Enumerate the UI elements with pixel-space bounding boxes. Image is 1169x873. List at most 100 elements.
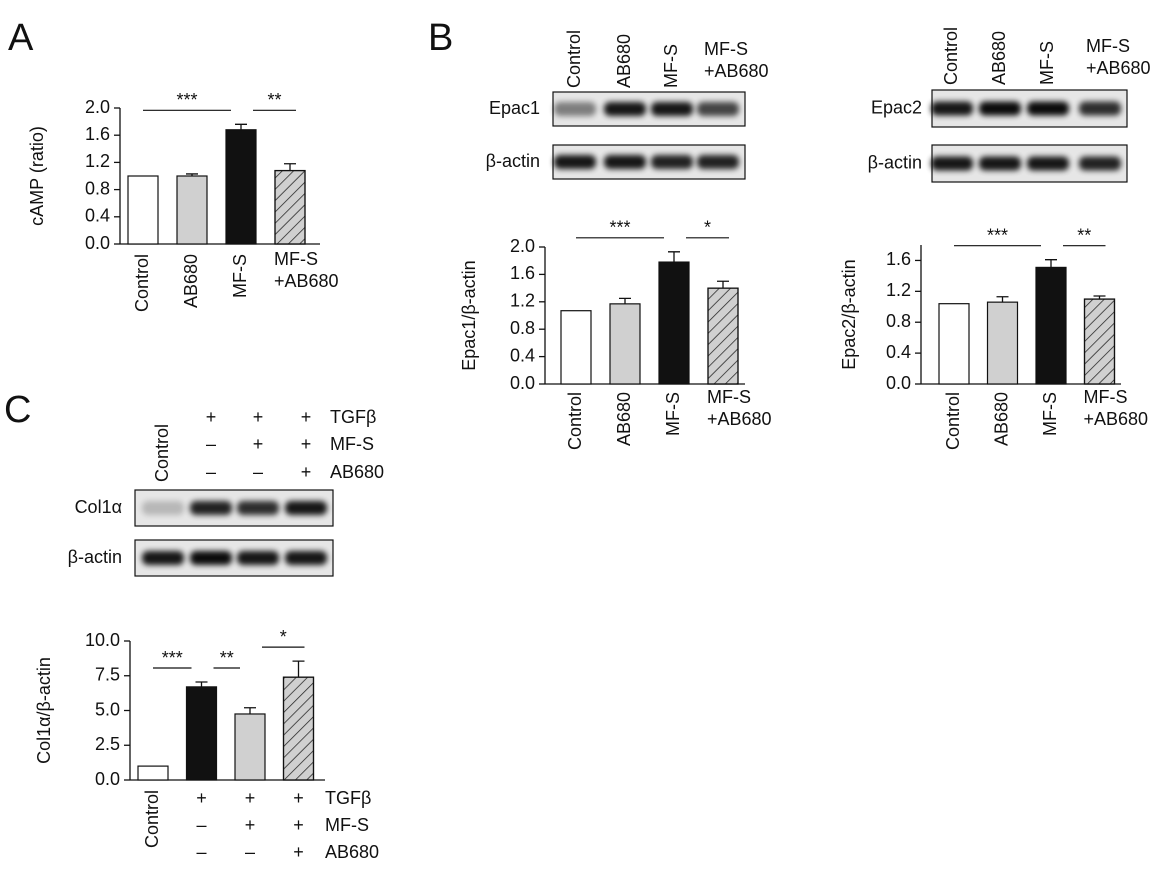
x-tick-label: Control	[142, 790, 162, 848]
blot-band	[931, 101, 973, 116]
y-tick-label: 1.2	[510, 291, 535, 311]
bar	[127, 175, 159, 245]
blot-band	[554, 155, 596, 169]
blot-band	[979, 156, 1021, 171]
lane-label: MF-S	[1037, 41, 1057, 85]
lane-label: AB680	[614, 34, 634, 88]
condition-sign: +	[253, 407, 264, 427]
x-tick-label: Control	[943, 392, 963, 450]
blot-band	[979, 101, 1021, 116]
x-tick-label-box: MF-S +AB680	[274, 249, 339, 291]
x-tick-label-box: MF-S +AB680	[1084, 387, 1149, 429]
condition-sign: +	[245, 815, 256, 835]
error-bar	[1093, 295, 1106, 300]
bar	[176, 175, 208, 245]
condition-sign: +	[196, 788, 207, 808]
condition-sign: +	[293, 788, 304, 808]
bar	[609, 303, 641, 385]
y-tick-label: 0.0	[510, 373, 535, 393]
blot-band	[1079, 101, 1121, 116]
significance-label: ***	[176, 90, 197, 110]
lane-label: MF-S +AB680	[1086, 36, 1151, 78]
y-tick-label: 0.0	[85, 233, 110, 253]
x-tick-label: MF-S +AB680	[274, 249, 339, 291]
y-axis-label: cAMP (ratio)	[27, 126, 47, 226]
error-bar	[186, 173, 198, 176]
condition-label: MF-S	[325, 815, 369, 835]
y-tick-label: 0.0	[886, 373, 911, 393]
lane-label: Control	[152, 424, 172, 482]
blot-band	[1027, 156, 1069, 171]
x-tick-label: Control	[132, 254, 152, 312]
panel-letter: A	[8, 17, 34, 59]
error-bar	[195, 681, 208, 687]
significance-label: *	[280, 627, 287, 647]
condition-sign: –	[206, 462, 216, 482]
y-tick-label: 1.2	[886, 280, 911, 300]
condition-sign: –	[245, 842, 255, 862]
condition-label: AB680	[330, 462, 384, 482]
bar-hatch	[282, 676, 315, 781]
lane-label: MF-S	[661, 44, 681, 88]
lane-label-box: MF-S +AB680	[1086, 36, 1151, 78]
y-tick-label: 2.0	[85, 97, 110, 117]
significance-label: **	[220, 648, 234, 668]
condition-sign: +	[253, 434, 264, 454]
blot-band	[237, 551, 279, 565]
condition-sign: –	[206, 434, 216, 454]
condition-sign: +	[301, 462, 312, 482]
y-tick-label: 10.0	[85, 630, 120, 650]
bar	[560, 310, 592, 385]
condition-sign: +	[245, 788, 256, 808]
x-tick-label: MF-S	[1040, 392, 1060, 436]
bar	[986, 301, 1019, 385]
blot-band	[651, 155, 693, 169]
error-bar	[1045, 259, 1057, 268]
y-axis-label: Col1α/β-actin	[34, 657, 54, 764]
y-tick-label: 1.6	[510, 263, 535, 283]
lane-label: Control	[564, 30, 584, 88]
condition-sign: +	[301, 434, 312, 454]
error-bar	[668, 251, 680, 263]
lane-label: MF-S +AB680	[704, 39, 769, 81]
condition-sign: –	[253, 462, 263, 482]
lane-label: AB680	[989, 31, 1009, 85]
blot-band	[651, 102, 693, 116]
blot-band	[285, 501, 327, 515]
y-tick-label: 7.5	[95, 665, 120, 685]
significance-label: ***	[162, 648, 183, 668]
error-bar	[717, 280, 729, 289]
bar	[137, 765, 169, 781]
blot-band	[142, 551, 184, 565]
y-tick-label: 1.6	[85, 124, 110, 144]
blot-band	[604, 102, 646, 116]
blot-band	[1027, 101, 1069, 116]
blot-row-label: β-actin	[868, 152, 922, 172]
significance-label: ***	[609, 218, 630, 238]
panel-letter: B	[428, 17, 453, 59]
bar	[185, 686, 218, 781]
y-tick-label: 0.4	[85, 206, 110, 226]
significance-label: ***	[987, 225, 1008, 245]
blot-row-label: β-actin	[486, 151, 540, 171]
blot-band	[142, 501, 184, 515]
x-tick-label: MF-S	[230, 254, 250, 298]
bar	[938, 303, 970, 385]
significance-label: *	[704, 218, 711, 238]
y-tick-label: 0.0	[95, 769, 120, 789]
blot-row-label: Epac2	[871, 97, 922, 117]
y-tick-label: 0.8	[85, 178, 110, 198]
blot-row-label: β-actin	[68, 547, 122, 567]
condition-sign: –	[196, 842, 206, 862]
bar-hatch	[274, 169, 306, 245]
x-tick-label: AB680	[991, 392, 1011, 446]
y-tick-label: 2.5	[95, 734, 120, 754]
blot-band	[931, 156, 973, 171]
y-axis-label: Epac1/β-actin	[459, 260, 479, 370]
condition-label: TGFβ	[330, 407, 376, 427]
blot-band	[554, 102, 596, 116]
x-tick-label: AB680	[181, 254, 201, 308]
y-tick-label: 5.0	[95, 699, 120, 719]
bar-hatch	[707, 287, 739, 385]
condition-label: MF-S	[330, 434, 374, 454]
